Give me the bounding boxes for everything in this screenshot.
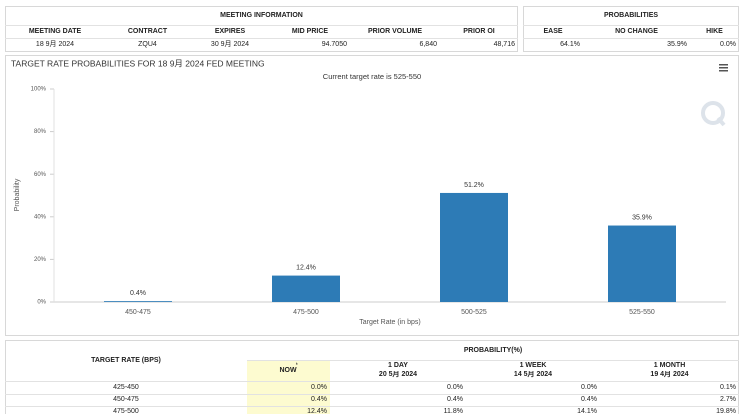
section-title: PROBABILITIES — [603, 11, 659, 19]
row-divider — [523, 38, 739, 39]
column-header: MEETING DATE — [28, 27, 82, 35]
x-axis-label: Target Rate (in bps) — [359, 319, 420, 326]
table-cell: 48,716 — [493, 40, 515, 48]
watermark — [701, 101, 726, 127]
column-header: 1 DAY — [388, 362, 408, 370]
row-divider — [5, 38, 518, 39]
bar — [104, 301, 172, 302]
y-axis-label: Probability — [14, 178, 21, 211]
data-label: 51.2% — [464, 182, 484, 189]
chart-subtitle: Current target rate is 525-550 — [323, 72, 421, 81]
column-header: PRIOR VOLUME — [367, 27, 423, 35]
table-cell: 11.8% — [443, 407, 463, 414]
rate-table-panel — [5, 340, 739, 414]
table-cell: 18 9月 2024 — [35, 40, 75, 48]
chart-title: TARGET RATE PROBABILITIES FOR 18 9月 2024… — [11, 58, 265, 68]
table-cell: 475-500 — [113, 407, 139, 414]
table-cell: 14.1% — [577, 407, 597, 414]
y-tick-label: 20% — [34, 257, 47, 263]
table-cell: 0.1% — [720, 383, 736, 391]
table-cell: 64.1% — [560, 40, 580, 48]
column-header: PRIOR OI — [463, 27, 495, 35]
table-cell: 425-450 — [113, 383, 139, 391]
column-date: 19 4月 2024 — [650, 371, 689, 379]
row-divider — [5, 394, 739, 395]
menu-icon[interactable] — [719, 64, 728, 72]
chart-panel — [5, 55, 739, 336]
section-title: MEETING INFORMATION — [220, 11, 303, 19]
data-label: 12.4% — [296, 264, 316, 271]
data-label: 35.9% — [632, 214, 652, 221]
now-highlight — [247, 361, 330, 414]
x-tick-label: 525-550 — [629, 309, 655, 316]
row-divider — [523, 25, 739, 26]
row-divider — [247, 360, 739, 361]
y-tick-label: 100% — [31, 87, 47, 93]
meeting-info-panel — [5, 6, 518, 52]
table-cell: 30 9月 2024 — [210, 40, 250, 48]
data-label: 0.4% — [130, 290, 146, 297]
column-note: * — [295, 363, 298, 370]
table-cell: 12.4% — [307, 407, 327, 414]
table-cell: 0.4% — [311, 395, 327, 403]
column-header: 1 MONTH — [653, 362, 686, 370]
column-header: EASE — [543, 27, 563, 35]
column-header: CONTRACT — [127, 27, 168, 35]
table-cell: 35.9% — [667, 40, 687, 48]
table-cell: 6,840 — [419, 40, 437, 48]
column-header: NOW — [279, 366, 297, 374]
table-cell: 19.8% — [716, 407, 736, 414]
x-tick-label: 500-525 — [461, 309, 487, 316]
bar — [440, 192, 508, 302]
column-date: 20 5月 2024 — [378, 371, 418, 379]
row-divider — [5, 406, 739, 407]
table-cell: 450-475 — [113, 395, 139, 403]
table-cell: 0.4% — [447, 395, 463, 403]
row-divider — [5, 381, 739, 382]
column-header: EXPIRES — [214, 27, 246, 35]
y-tick-label: 80% — [34, 129, 47, 135]
chart: TARGET RATE PROBABILITIES FOR 18 9月 2024… — [11, 58, 728, 326]
table-cell: 0.0% — [447, 383, 463, 391]
bar — [608, 225, 676, 302]
table-cell: 94.7050 — [321, 40, 347, 48]
table-cell: 2.7% — [720, 395, 736, 403]
group-header: PROBABILITY(%) — [463, 346, 523, 354]
column-date: 14 5月 2024 — [513, 371, 553, 379]
column-header: TARGET RATE (BPS) — [91, 356, 161, 364]
y-tick-label: 40% — [34, 214, 47, 220]
column-header: 1 WEEK — [519, 362, 547, 370]
column-header: HIKE — [706, 27, 723, 35]
row-divider — [5, 25, 518, 26]
table-cell: 0.4% — [581, 395, 597, 403]
table-cell: ZQU4 — [138, 40, 157, 48]
x-tick-label: 475-500 — [293, 309, 319, 316]
table-cell: 0.0% — [581, 383, 597, 391]
column-header: NO CHANGE — [615, 27, 658, 35]
probabilities-panel — [523, 6, 739, 52]
column-header: MID PRICE — [291, 27, 329, 35]
table-cell: 0.0% — [311, 383, 327, 391]
y-tick-label: 60% — [34, 172, 47, 178]
bar — [272, 275, 340, 302]
y-tick-label: 0% — [37, 300, 46, 306]
table-cell: 0.0% — [720, 40, 736, 48]
x-tick-label: 450-475 — [125, 309, 151, 316]
